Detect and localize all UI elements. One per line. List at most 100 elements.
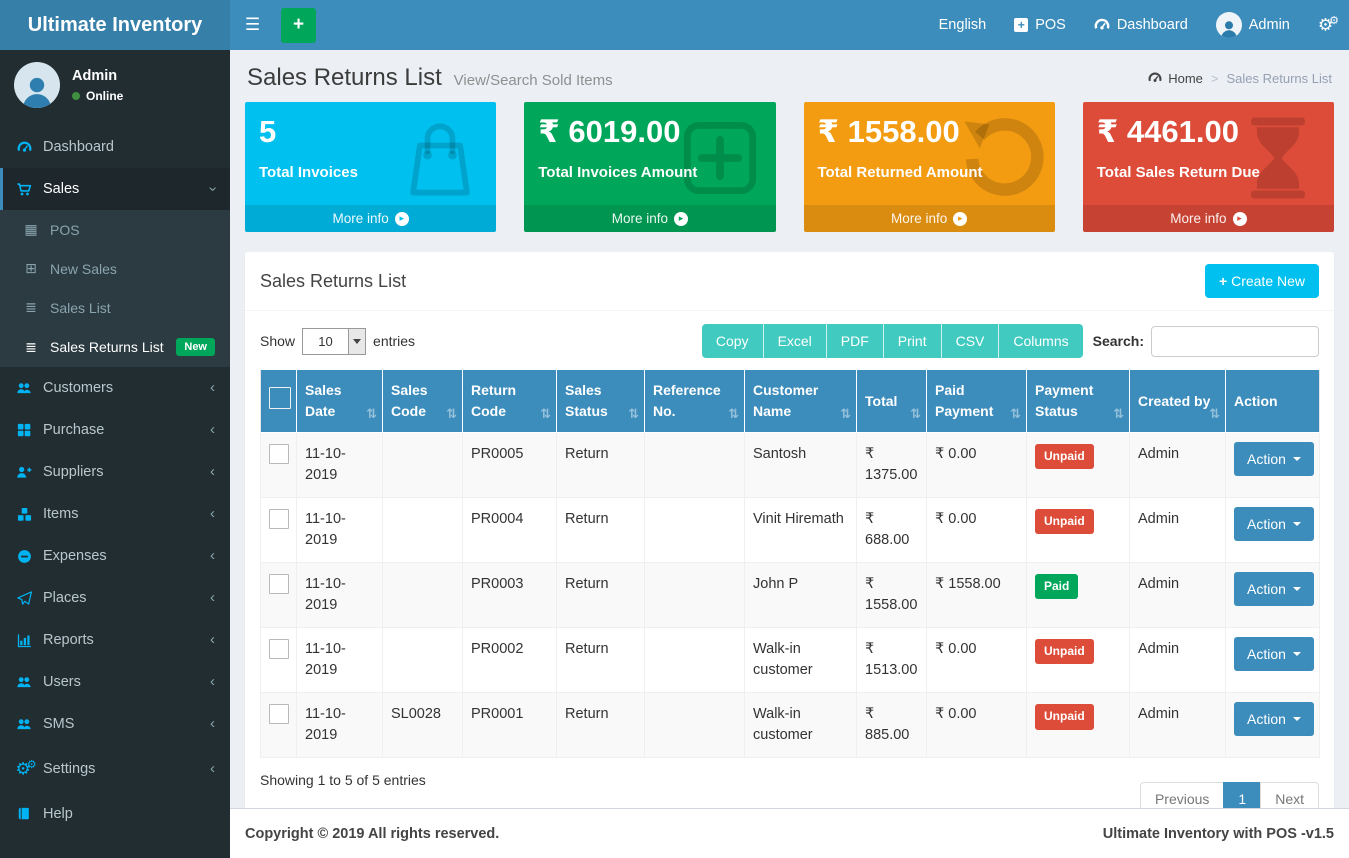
cell-sales-date: 11-10-2019 (296, 692, 383, 759)
sidebar-item-places[interactable]: Places ‹ (0, 577, 230, 619)
sort-icon: ⇅ (1113, 405, 1124, 421)
action-button[interactable]: Action (1234, 507, 1314, 542)
gauge-icon (1094, 17, 1110, 33)
page-title: Sales Returns List (247, 64, 442, 91)
sidebar-item-dashboard[interactable]: Dashboard (0, 126, 230, 168)
more-info-link[interactable]: More info ▸ (245, 205, 497, 232)
col-sales-status[interactable]: Sales Status ⇅ (556, 370, 645, 433)
user-menu[interactable]: Admin (1202, 0, 1304, 50)
gauge-icon (1148, 71, 1162, 85)
sort-icon: ⇅ (840, 405, 851, 421)
col-sales-code[interactable]: Sales Code ⇅ (382, 370, 463, 433)
page-length-select[interactable]: 10 (302, 327, 367, 355)
bar-chart-icon (15, 633, 33, 648)
sidebar-item-customers[interactable]: Customers ‹ (0, 367, 230, 409)
arrow-circle-right-icon: ▸ (394, 211, 409, 226)
row-checkbox[interactable] (269, 444, 289, 464)
sidebar-toggle-button[interactable]: ☰ (230, 0, 275, 50)
create-new-button[interactable]: + Create New (1205, 264, 1319, 298)
sidebar-menu: Dashboard Sales ‹ ▦ POS ⊞ New Sales (0, 126, 230, 835)
cell-total: ₹ 1558.00 (856, 562, 927, 629)
copy-button[interactable]: Copy (701, 324, 764, 358)
sidebar-item-purchase[interactable]: Purchase ‹ (0, 409, 230, 451)
main-content: Sales Returns List View/Search Sold Item… (230, 50, 1349, 808)
panel-title: Sales Returns List (260, 270, 407, 291)
action-button[interactable]: Action (1234, 572, 1314, 607)
csv-button[interactable]: CSV (941, 324, 1000, 358)
row-checkbox[interactable] (269, 574, 289, 595)
sort-icon: ⇅ (366, 405, 377, 421)
pagination-previous[interactable]: Previous (1139, 782, 1225, 808)
info-box-value: ₹ 4461.00 (1096, 114, 1239, 149)
cell-sales-date: 11-10-2019 (296, 562, 383, 629)
print-button[interactable]: Print (883, 324, 942, 358)
row-checkbox[interactable] (269, 509, 289, 530)
more-info-link[interactable]: More info ▸ (1082, 205, 1334, 232)
copyright-text: Copyright © 2019 All rights reserved. (245, 825, 500, 842)
sidebar-item-suppliers[interactable]: Suppliers ‹ (0, 451, 230, 493)
sidebar-item-expenses[interactable]: Expenses ‹ (0, 535, 230, 577)
search-input[interactable] (1151, 325, 1319, 357)
table-summary: Showing 1 to 5 of 5 entries (260, 772, 426, 789)
col-reference-no[interactable]: Reference No. ⇅ (644, 370, 745, 433)
sidebar-item-pos[interactable]: ▦ POS (0, 210, 230, 249)
sidebar-item-sms[interactable]: SMS ‹ (0, 703, 230, 745)
language-menu[interactable]: English (938, 17, 987, 33)
table-row: 11-10-2019 PR0002 Return Walk-in custome… (260, 627, 1320, 694)
cell-reference-no (644, 431, 745, 499)
row-checkbox[interactable] (269, 639, 289, 660)
action-button[interactable]: Action (1234, 637, 1314, 672)
brand-logo[interactable]: Ultimate Inventory (0, 0, 230, 50)
arrow-circle-right-icon: ▸ (953, 211, 968, 226)
gears-icon: ⚙⚙ (1317, 15, 1339, 35)
cell-return-code: PR0005 (462, 431, 557, 499)
sidebar-item-reports[interactable]: Reports ‹ (0, 619, 230, 661)
settings-menu[interactable]: ⚙⚙ (1304, 0, 1349, 50)
columns-button[interactable]: Columns (999, 324, 1083, 358)
excel-button[interactable]: Excel (763, 324, 827, 358)
more-info-link[interactable]: More info ▸ (803, 205, 1055, 232)
pagination-page-1[interactable]: 1 (1223, 782, 1262, 808)
action-button[interactable]: Action (1234, 702, 1314, 737)
sidebar-item-help[interactable]: Help (0, 793, 230, 835)
col-sales-date[interactable]: Sales Date ⇅ (296, 370, 383, 433)
col-created-by[interactable]: Created by ⇅ (1129, 370, 1226, 433)
action-button[interactable]: Action (1234, 442, 1314, 476)
calculator-icon: ▦ (24, 221, 38, 237)
sidebar: Admin Online Dashboard Sales ‹ (0, 50, 230, 858)
sidebar-item-users[interactable]: Users ‹ (0, 661, 230, 703)
shopping-bag-icon (392, 110, 488, 206)
col-return-code[interactable]: Return Code ⇅ (462, 370, 557, 433)
quick-add-button[interactable]: + (281, 7, 316, 43)
chevron-down-icon: ‹ (203, 186, 221, 192)
sidebar-item-sales[interactable]: Sales ‹ (0, 168, 230, 210)
col-total[interactable]: Total ⇅ (856, 370, 927, 433)
table-controls: Show 10 entries Copy Excel PDF Print CSV… (245, 311, 1334, 370)
select-all-checkbox[interactable] (269, 387, 291, 409)
caret-down-icon (1292, 522, 1301, 527)
users-icon (15, 717, 33, 731)
sidebar-item-sales-returns-list[interactable]: ≣ Sales Returns List New (0, 327, 230, 367)
col-customer-name[interactable]: Customer Name ⇅ (744, 370, 857, 433)
table-row: 11-10-2019 PR0005 Return Santosh ₹ 1375.… (260, 431, 1320, 499)
sidebar-item-new-sales[interactable]: ⊞ New Sales (0, 249, 230, 288)
sidebar-user-status[interactable]: Online (72, 89, 123, 103)
pagination-next[interactable]: Next (1260, 782, 1319, 808)
table-row: 11-10-2019 SL0028 PR0001 Return Walk-in … (260, 692, 1320, 759)
sidebar-item-sales-list[interactable]: ≣ Sales List (0, 288, 230, 327)
row-checkbox[interactable] (269, 704, 289, 725)
sidebar-item-items[interactable]: Items ‹ (0, 493, 230, 535)
more-info-link[interactable]: More info ▸ (524, 205, 776, 232)
col-paid-payment[interactable]: Paid Payment ⇅ (926, 370, 1027, 433)
col-payment-status[interactable]: Payment Status ⇅ (1026, 370, 1130, 433)
breadcrumb-home[interactable]: Home (1148, 71, 1203, 86)
nav-pos-link[interactable]: + POS (1000, 0, 1080, 50)
pdf-button[interactable]: PDF (826, 324, 884, 358)
sort-icon: ⇅ (446, 405, 457, 421)
info-box-value: 5 (259, 114, 277, 149)
sidebar-item-settings[interactable]: ⚙⚙ Settings ‹ (15, 759, 215, 779)
cell-paid-payment: ₹ 1558.00 (926, 562, 1027, 629)
nav-dashboard-link[interactable]: Dashboard (1080, 0, 1202, 50)
sort-icon: ⇅ (1010, 405, 1021, 421)
cell-sales-code (382, 562, 463, 629)
